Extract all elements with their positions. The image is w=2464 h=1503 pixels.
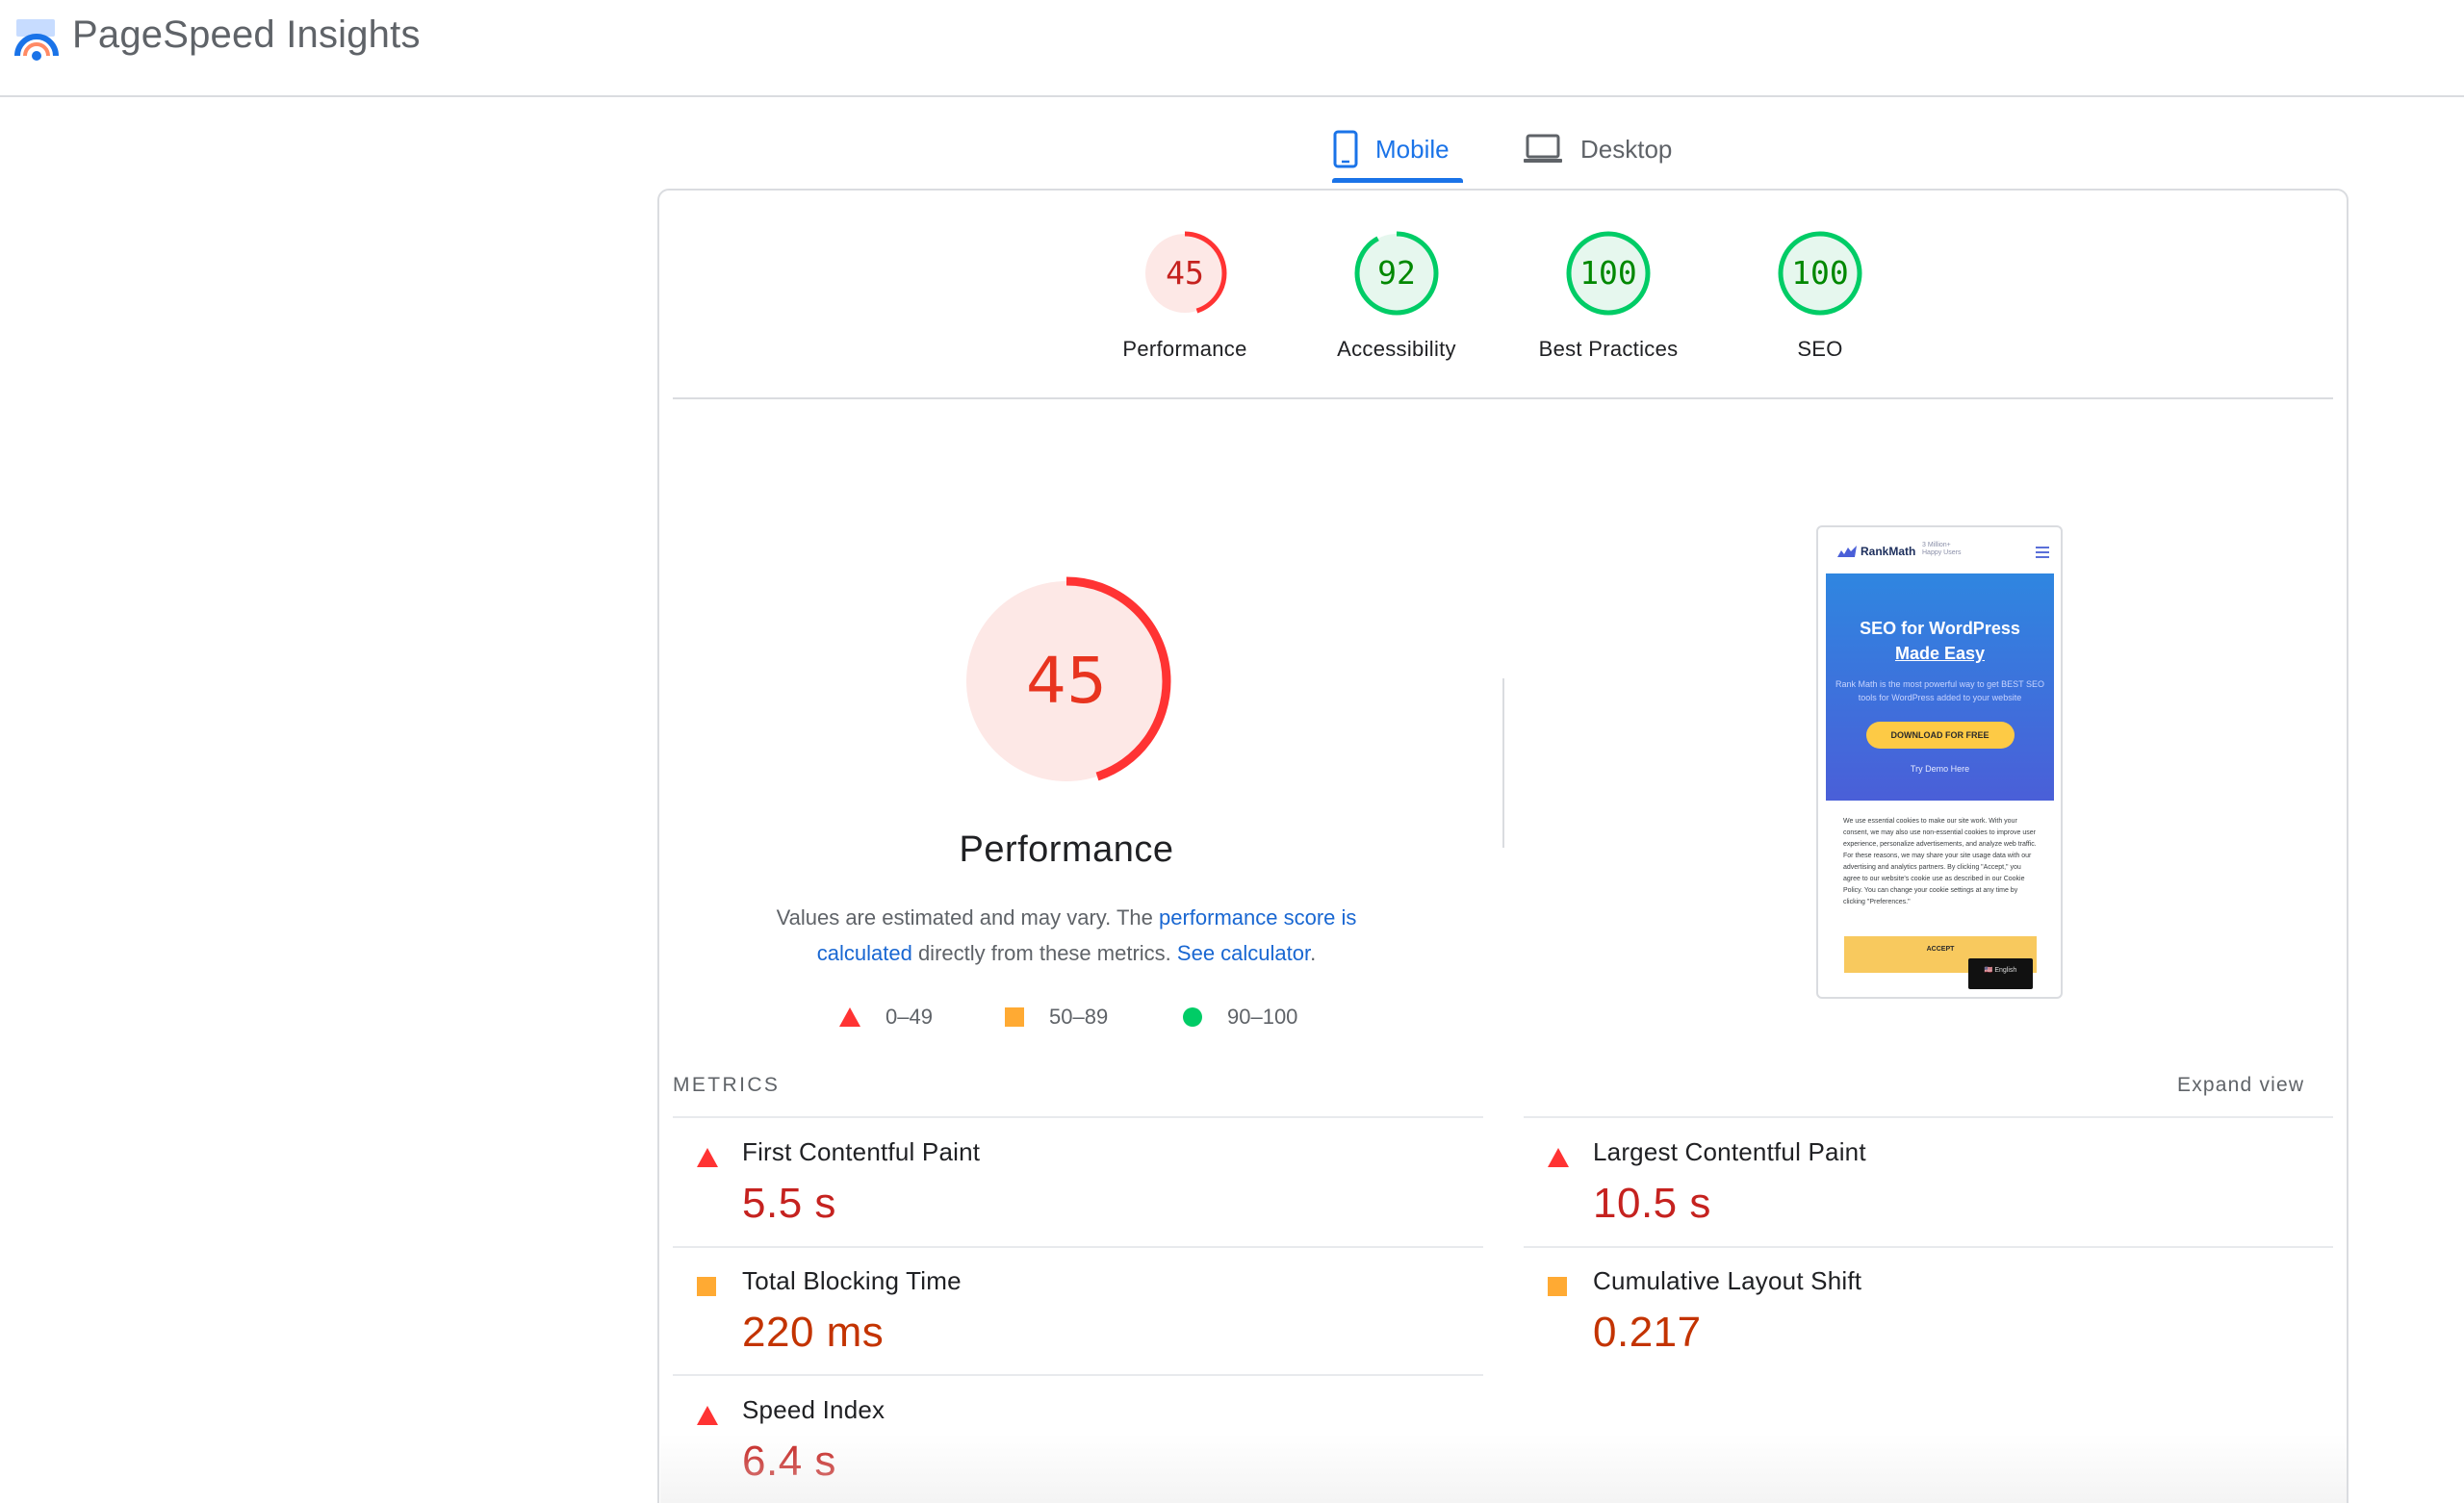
description-text: . [1310, 941, 1317, 965]
score-value: 100 [1579, 254, 1637, 292]
performance-title: Performance [959, 829, 1174, 870]
active-tab-indicator [1332, 178, 1463, 183]
metric-name: Largest Contentful Paint [1593, 1137, 1866, 1166]
brand-sub-line: 3 Million+ [1922, 542, 1951, 548]
legend-pass: 90–100 [1182, 1005, 1297, 1030]
legend-range: 0–49 [886, 1005, 933, 1029]
screenshot-language-badge: 🇺🇸 English [1968, 958, 2033, 989]
metrics-divider [1524, 1116, 2333, 1118]
tab-desktop-label: Desktop [1580, 134, 1673, 164]
score-label: Accessibility [1337, 337, 1456, 361]
metrics-divider [1524, 1246, 2333, 1248]
hero-title-line: SEO for WordPress [1860, 619, 2020, 638]
metric-value: 10.5 s [1593, 1180, 1711, 1227]
performance-score-calculated-link[interactable]: performance score is calculated [816, 905, 1357, 965]
screenshot-brand: RankMath [1837, 545, 1915, 558]
metrics-divider [673, 1246, 1483, 1248]
score-value: 100 [1791, 254, 1849, 292]
orange-square-icon [1547, 1276, 1568, 1302]
metrics-heading: METRICS [673, 1074, 781, 1096]
orange-square-icon [696, 1276, 717, 1302]
pagespeed-logo-icon[interactable] [13, 17, 60, 64]
description-text: directly from these metrics. [911, 941, 1177, 965]
score-gauge-performance[interactable]: 45 Performance [1089, 229, 1281, 362]
score-value: 92 [1377, 254, 1416, 292]
screenshot-hero: SEO for WordPress Made Easy Rank Math is… [1826, 573, 2054, 801]
vertical-divider [1502, 678, 1504, 848]
screenshot-cookie-text: We use essential cookies to make our sit… [1843, 818, 2037, 905]
red-triangle-icon [1547, 1147, 1570, 1173]
phone-icon [1333, 130, 1358, 168]
score-value: 45 [1166, 254, 1204, 292]
tab-desktop[interactable]: Desktop [1523, 115, 1686, 183]
green-circle-icon [1182, 1006, 1203, 1028]
metric-total-blocking-time: Total Blocking Time 220 ms [673, 1247, 1481, 1372]
score-gauge-best-practices[interactable]: 100 Best Practices [1512, 229, 1705, 362]
score-label: SEO [1797, 337, 1843, 361]
performance-description: Values are estimated and may vary. The p… [741, 900, 1392, 971]
metric-speed-index: Speed Index 6.4 s [673, 1376, 1481, 1501]
expand-view-button[interactable]: Expand view [2177, 1074, 2305, 1096]
gauges-divider [673, 397, 2333, 399]
score-label: Performance [1122, 337, 1247, 361]
metric-value: 0.217 [1593, 1309, 1702, 1356]
screenshot-hero-title: SEO for WordPress Made Easy [1826, 616, 2054, 666]
report-panel [657, 189, 2348, 1503]
performance-score: 45 [1026, 644, 1107, 718]
metric-name: Cumulative Layout Shift [1593, 1266, 1862, 1295]
screenshot-demo-link: Try Demo Here [1910, 764, 1970, 774]
hero-title-line: Made Easy [1894, 644, 1986, 663]
score-label: Best Practices [1538, 337, 1679, 361]
score-gauge-seo[interactable]: 100 SEO [1724, 229, 1916, 362]
gauge-ring: 100 [1776, 229, 1864, 318]
gauge-ring: 92 [1352, 229, 1441, 318]
screenshot-brand-sub: 3 Million+ Happy Users [1922, 542, 1961, 557]
page-screenshot[interactable]: RankMath 3 Million+ Happy Users SEO for … [1816, 525, 2063, 999]
laptop-icon [1523, 133, 1563, 166]
metric-largest-contentful-paint: Largest Contentful Paint 10.5 s [1524, 1118, 2332, 1243]
tab-mobile-label: Mobile [1375, 134, 1450, 164]
rankmath-logo-icon [1837, 546, 1857, 557]
metric-cumulative-layout-shift: Cumulative Layout Shift 0.217 [1524, 1247, 2332, 1372]
metric-value: 6.4 s [742, 1438, 836, 1485]
metric-value: 5.5 s [742, 1180, 836, 1227]
app-title[interactable]: PageSpeed Insights [72, 13, 421, 56]
screenshot-nav: RankMath 3 Million+ Happy Users [1818, 527, 2061, 570]
red-triangle-icon [838, 1006, 861, 1028]
brand-sub-line: Happy Users [1922, 549, 1962, 556]
metric-name: Total Blocking Time [742, 1266, 962, 1295]
screenshot-brand-name: RankMath [1861, 545, 1916, 558]
metric-name: Speed Index [742, 1395, 886, 1424]
legend-average: 50–89 [1004, 1005, 1108, 1030]
top-bar: PageSpeed Insights [0, 0, 2464, 97]
metric-value: 220 ms [742, 1309, 885, 1356]
screenshot-download-button: DOWNLOAD FOR FREE [1865, 722, 2015, 749]
metric-name: First Contentful Paint [742, 1137, 981, 1166]
gauge-ring: 100 [1564, 229, 1653, 318]
gauge-ring: 45 [1141, 229, 1229, 318]
score-gauge-accessibility[interactable]: 92 Accessibility [1300, 229, 1493, 362]
red-triangle-icon [696, 1405, 719, 1431]
screenshot-hero-description: Rank Math is the most powerful way to ge… [1835, 679, 2044, 702]
performance-gauge: 45 [960, 574, 1173, 788]
see-calculator-link[interactable]: See calculator [1176, 941, 1311, 965]
metrics-divider [673, 1116, 1483, 1118]
legend-range: 90–100 [1227, 1005, 1298, 1029]
tab-mobile[interactable]: Mobile [1333, 115, 1462, 183]
legend-range: 50–89 [1049, 1005, 1109, 1029]
description-text: Values are estimated and may vary. The [776, 905, 1159, 930]
red-triangle-icon [696, 1147, 719, 1173]
metrics-divider [673, 1374, 1483, 1376]
orange-square-icon [1004, 1006, 1025, 1028]
legend-fail: 0–49 [838, 1005, 933, 1030]
metric-first-contentful-paint: First Contentful Paint 5.5 s [673, 1118, 1481, 1243]
hamburger-menu-icon [2036, 547, 2049, 561]
